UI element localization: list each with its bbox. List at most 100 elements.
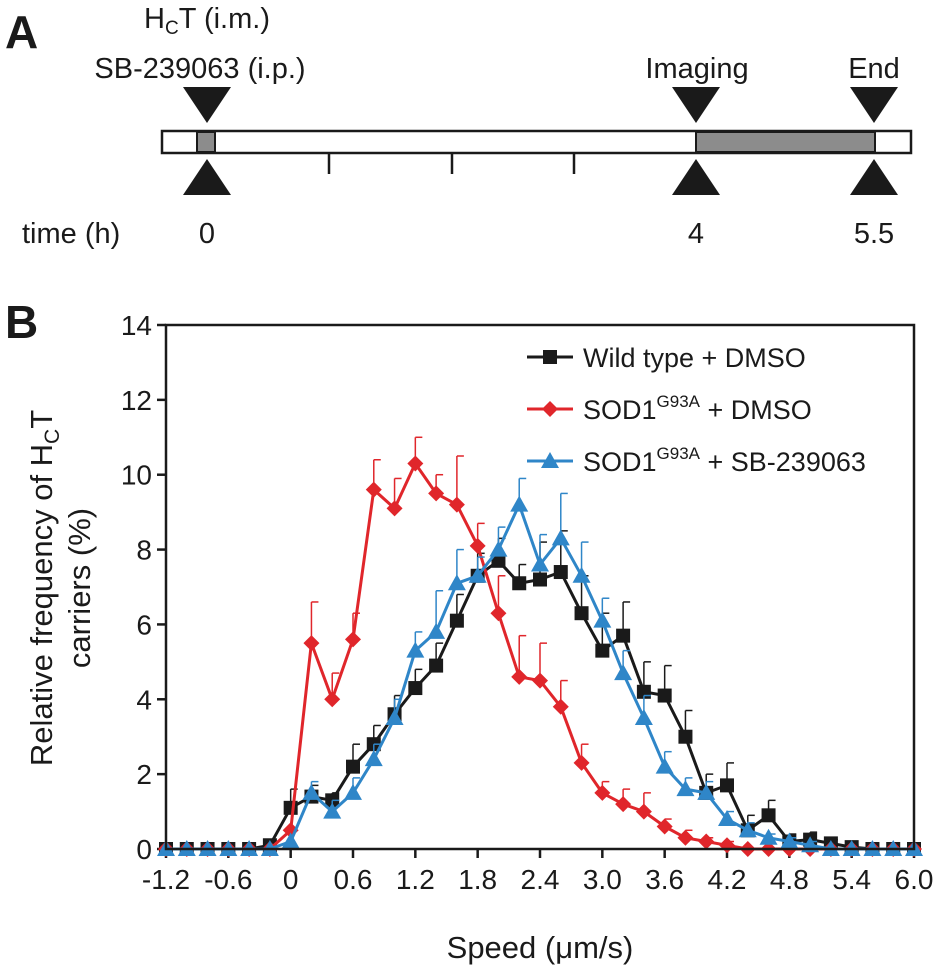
time-tick-0: 0 <box>199 218 215 250</box>
series-sod1_sb <box>157 477 923 856</box>
diamond-marker <box>698 833 715 850</box>
diamond-marker <box>594 784 611 801</box>
triangle-marker <box>593 611 612 628</box>
series-sod1_dmso <box>158 436 922 857</box>
legend-label: Wild type + DMSO <box>583 343 806 373</box>
legend-sup: G93A <box>657 444 701 463</box>
triangle-marker <box>676 780 695 797</box>
triangle-marker <box>385 709 404 725</box>
x-tick-label: 4.8 <box>770 864 809 895</box>
diamond-marker <box>448 496 465 513</box>
time-tick-5-5: 5.5 <box>854 218 894 250</box>
diamond-marker <box>324 691 341 708</box>
injection-segment <box>196 131 216 153</box>
square-marker <box>533 572 547 587</box>
diamond-marker <box>303 635 320 652</box>
x-tick-label: 0.6 <box>334 864 373 895</box>
square-marker <box>616 628 631 643</box>
triangle-marker <box>718 810 736 827</box>
imaging-segment <box>695 131 876 153</box>
y-axis-label-line2: carriers (%) <box>62 508 97 668</box>
y-tick-label: 0 <box>136 834 152 865</box>
panel-a: A HCT (i.m.) SB-239063 (i.p.) Imaging En… <box>5 3 913 250</box>
hct-h: H <box>144 3 165 35</box>
diamond-marker <box>635 803 652 820</box>
x-axis-label: Speed (μm/s) <box>447 930 634 965</box>
x-tick-label: 4.2 <box>708 864 747 895</box>
square-marker <box>678 729 693 744</box>
triangle-marker <box>489 540 508 557</box>
legend-item-sod1-sb: SOD1G93A + SB-239063 <box>527 444 866 477</box>
series-wild_type <box>159 530 921 856</box>
square-marker <box>657 688 672 703</box>
square-marker <box>346 759 360 774</box>
triangle-marker <box>406 641 425 658</box>
arrow-up-icon <box>672 159 720 195</box>
y-tick-label: 6 <box>136 609 152 640</box>
legend-post: + DMSO <box>700 395 812 425</box>
triangle-marker <box>323 802 342 819</box>
triangle-marker <box>614 664 633 681</box>
arrow-up-icon <box>183 159 231 195</box>
diamond-marker <box>511 668 528 685</box>
legend-main: SOD1 <box>583 395 657 425</box>
triangle-marker <box>531 555 549 572</box>
triangle-marker <box>510 495 529 512</box>
square-marker <box>720 778 734 793</box>
time-label: time (h) <box>22 218 120 250</box>
y-tick-label: 12 <box>121 385 152 416</box>
diamond-marker <box>386 500 403 517</box>
series-line <box>166 559 914 851</box>
legend-sup: G93A <box>657 392 701 411</box>
triangle-marker <box>634 709 653 725</box>
arrow-up-icon <box>850 159 898 195</box>
square-marker <box>449 613 464 628</box>
y-tick-label: 14 <box>121 310 152 341</box>
diamond-marker <box>365 481 382 498</box>
square-marker <box>512 576 527 591</box>
triangle-marker <box>655 757 674 774</box>
diamond-marker <box>656 818 673 835</box>
diamond-marker <box>345 631 361 648</box>
y-tick-label: 10 <box>121 460 152 491</box>
arrow-down-icon <box>672 87 720 123</box>
y-axis-label-line1: Relative frequency of HCT <box>24 410 64 766</box>
x-tick-label: 1.8 <box>458 864 497 895</box>
square-marker <box>429 658 444 673</box>
hct-sub: C <box>165 18 179 39</box>
diamond-marker <box>428 485 445 502</box>
triangle-marker <box>759 828 778 845</box>
square-marker <box>553 565 568 580</box>
legend-main: Wild type + DMSO <box>583 343 806 373</box>
panel-a-label: A <box>5 6 38 58</box>
panel-b-label: B <box>5 296 38 348</box>
legend-post: + SB-239063 <box>700 447 866 477</box>
hct-rest: T (i.m.) <box>179 3 270 35</box>
diamond-marker <box>552 698 569 715</box>
hct-label: HCT (i.m.) <box>144 3 270 39</box>
x-tick-label: 6.0 <box>895 864 934 895</box>
triangle-marker <box>447 574 466 591</box>
end-label: End <box>848 53 900 85</box>
triangle-marker <box>281 832 300 849</box>
diamond-marker <box>573 754 590 771</box>
x-tick-label: 5.4 <box>832 864 871 895</box>
x-tick-label: 3.6 <box>645 864 684 895</box>
y-axis-label: Relative frequency of HCT carriers (%) <box>24 410 97 766</box>
plot-series <box>157 436 923 857</box>
y-label-post: T <box>24 410 59 429</box>
sb-label: SB-239063 (i.p.) <box>94 53 305 85</box>
time-tick-4: 4 <box>688 218 704 250</box>
triangle-marker <box>572 566 591 583</box>
legend-label: SOD1G93A + SB-239063 <box>583 444 866 477</box>
x-ticks: -1.2 -0.6 0 0.6 1.2 1.8 2.4 3.0 3.6 4.2 4.8 5.4 6.0 <box>142 849 934 895</box>
diamond-marker <box>490 605 507 622</box>
y-label-sub: C <box>41 429 64 444</box>
triangle-marker <box>780 832 799 849</box>
diamond-marker <box>469 537 486 554</box>
triangle-marker <box>468 566 487 583</box>
y-label-pre: Relative frequency of H <box>24 444 59 766</box>
legend-triangle-marker <box>541 452 559 468</box>
x-tick-label: -0.6 <box>204 864 252 895</box>
